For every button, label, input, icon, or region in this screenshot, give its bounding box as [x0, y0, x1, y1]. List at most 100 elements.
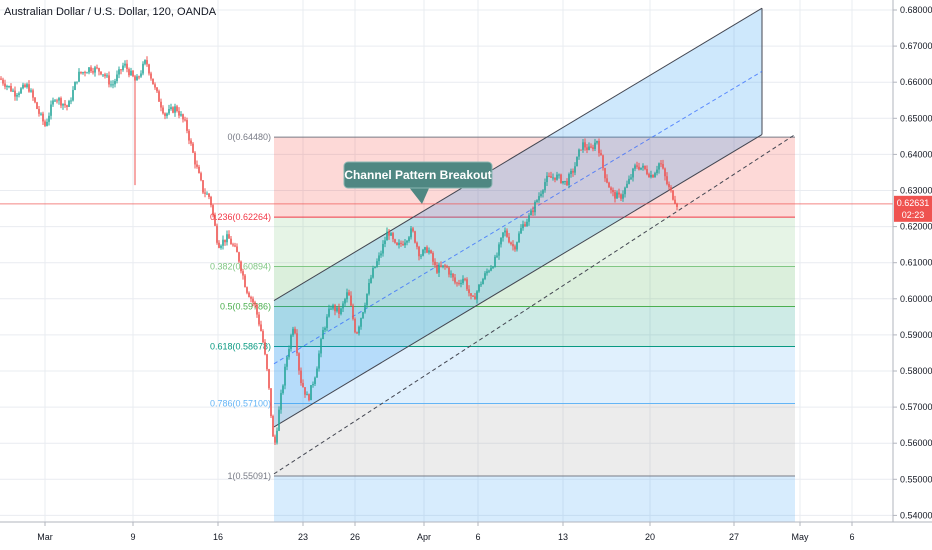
candle-body	[180, 114, 182, 116]
candle-body	[526, 221, 528, 227]
candle-body	[320, 339, 322, 354]
candle-body	[254, 302, 256, 305]
chart-title: Australian Dollar / U.S. Dollar, 120, OA…	[4, 6, 217, 18]
candle-body	[56, 100, 58, 102]
price-tick-label: 0.67000	[900, 41, 932, 51]
price-tick-label: 0.63000	[900, 186, 932, 196]
candle-body	[552, 177, 554, 179]
candle-body	[280, 393, 282, 410]
time-tick-label: 23	[298, 532, 308, 542]
candle-body	[464, 278, 466, 280]
candle-body	[204, 192, 206, 194]
candle-body	[660, 163, 662, 165]
time-tick-label: May	[791, 532, 809, 542]
candle-body	[594, 142, 596, 149]
callout-annotation[interactable]: Channel Pattern Breakout	[343, 161, 493, 204]
time-tick-label: 6	[849, 532, 854, 542]
candle-body	[422, 249, 424, 256]
candle-body	[288, 348, 290, 358]
candle-body	[662, 164, 664, 169]
candle-body	[6, 86, 8, 88]
candle-body	[198, 166, 200, 174]
candle-body	[274, 436, 276, 443]
candle-body	[492, 266, 494, 268]
candle-body	[0, 78, 2, 80]
time-tick-label: Mar	[37, 532, 53, 542]
candle-body	[436, 265, 438, 273]
candle-body	[262, 331, 264, 343]
price-channel[interactable]	[273, 7, 796, 475]
candle-body	[434, 261, 436, 266]
candle-body	[112, 84, 114, 86]
candle-body	[4, 83, 6, 87]
candle-body	[342, 303, 344, 309]
candle-body	[234, 245, 236, 247]
candle-body	[268, 369, 270, 389]
candle-body	[114, 81, 116, 85]
candle-body	[182, 114, 184, 120]
candle-body	[674, 199, 676, 204]
price-tick-label: 0.57000	[900, 402, 932, 412]
candle-body	[474, 296, 476, 300]
candle-body	[376, 261, 378, 267]
candle-body	[608, 182, 610, 188]
candle-body	[530, 210, 532, 216]
candle-body	[250, 297, 252, 299]
candle-body	[202, 180, 204, 193]
candle-body	[536, 200, 538, 202]
candle-body	[620, 194, 622, 199]
candle-body	[564, 180, 566, 182]
candle-body	[442, 265, 444, 267]
candle-body	[242, 271, 244, 276]
candle-body	[346, 292, 348, 300]
candle-body	[266, 354, 268, 370]
candle-body	[540, 193, 542, 197]
candle-body	[110, 84, 112, 86]
candle-body	[108, 75, 110, 85]
candle-body	[18, 93, 20, 95]
candle-body	[600, 153, 602, 156]
candle-body	[642, 165, 644, 168]
candle-body	[386, 231, 388, 241]
candle-body	[622, 194, 624, 199]
candle-body	[60, 98, 62, 106]
candle-body	[412, 228, 414, 232]
candle-body	[74, 82, 76, 90]
candle-body	[378, 255, 380, 262]
candle-body	[12, 90, 14, 92]
current-price-badge: 0.62631 02:23	[894, 195, 932, 222]
candle-body	[32, 90, 34, 98]
candle-body	[52, 100, 54, 105]
candle-body	[76, 81, 78, 83]
candle-body	[120, 69, 122, 71]
candle-body	[184, 119, 186, 121]
candle-body	[676, 203, 678, 207]
candle-body	[332, 305, 334, 309]
candle-body	[90, 67, 92, 72]
candle-body	[510, 242, 512, 245]
candle-body	[136, 76, 138, 81]
candle-body	[106, 75, 108, 77]
candle-body	[54, 100, 56, 102]
candle-body	[256, 304, 258, 315]
candle-body	[362, 312, 364, 319]
price-axis[interactable]: 0.68000 0.67000 0.66000 0.65000 0.64000 0.630…	[892, 0, 932, 522]
candle-body	[502, 232, 504, 238]
candle-body	[72, 89, 74, 101]
candle-body	[476, 291, 478, 300]
candle-body	[432, 253, 434, 262]
candle-body	[366, 293, 368, 306]
time-axis[interactable]: Mar 9 16 23 26 Apr 6 13 20 27 May 6	[0, 521, 932, 542]
candle-body	[426, 247, 428, 253]
candle-body	[144, 60, 146, 64]
candle-body	[656, 169, 658, 174]
fib-level-label: 0.5(0.59786)	[220, 302, 271, 312]
candle-body	[538, 196, 540, 201]
candle-body	[404, 242, 406, 246]
candle-body	[504, 230, 506, 233]
price-tick-label: 0.60000	[900, 294, 932, 304]
candle-body	[500, 237, 502, 245]
candle-body	[326, 316, 328, 328]
candle-body	[154, 84, 156, 88]
